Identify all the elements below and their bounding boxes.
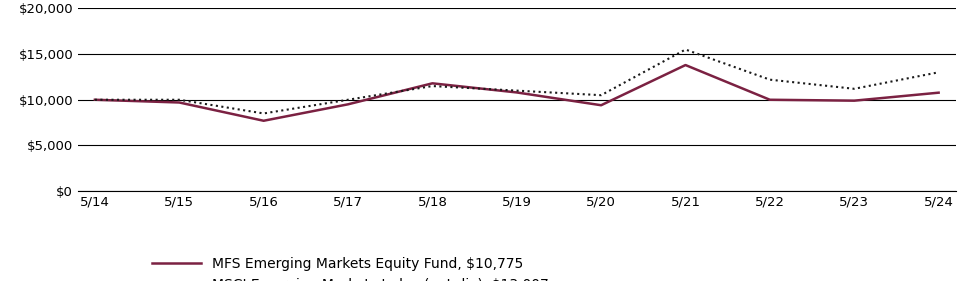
Legend: MFS Emerging Markets Equity Fund, $10,775, MSCI Emerging Markets Index (net div): MFS Emerging Markets Equity Fund, $10,77… [146, 251, 554, 281]
